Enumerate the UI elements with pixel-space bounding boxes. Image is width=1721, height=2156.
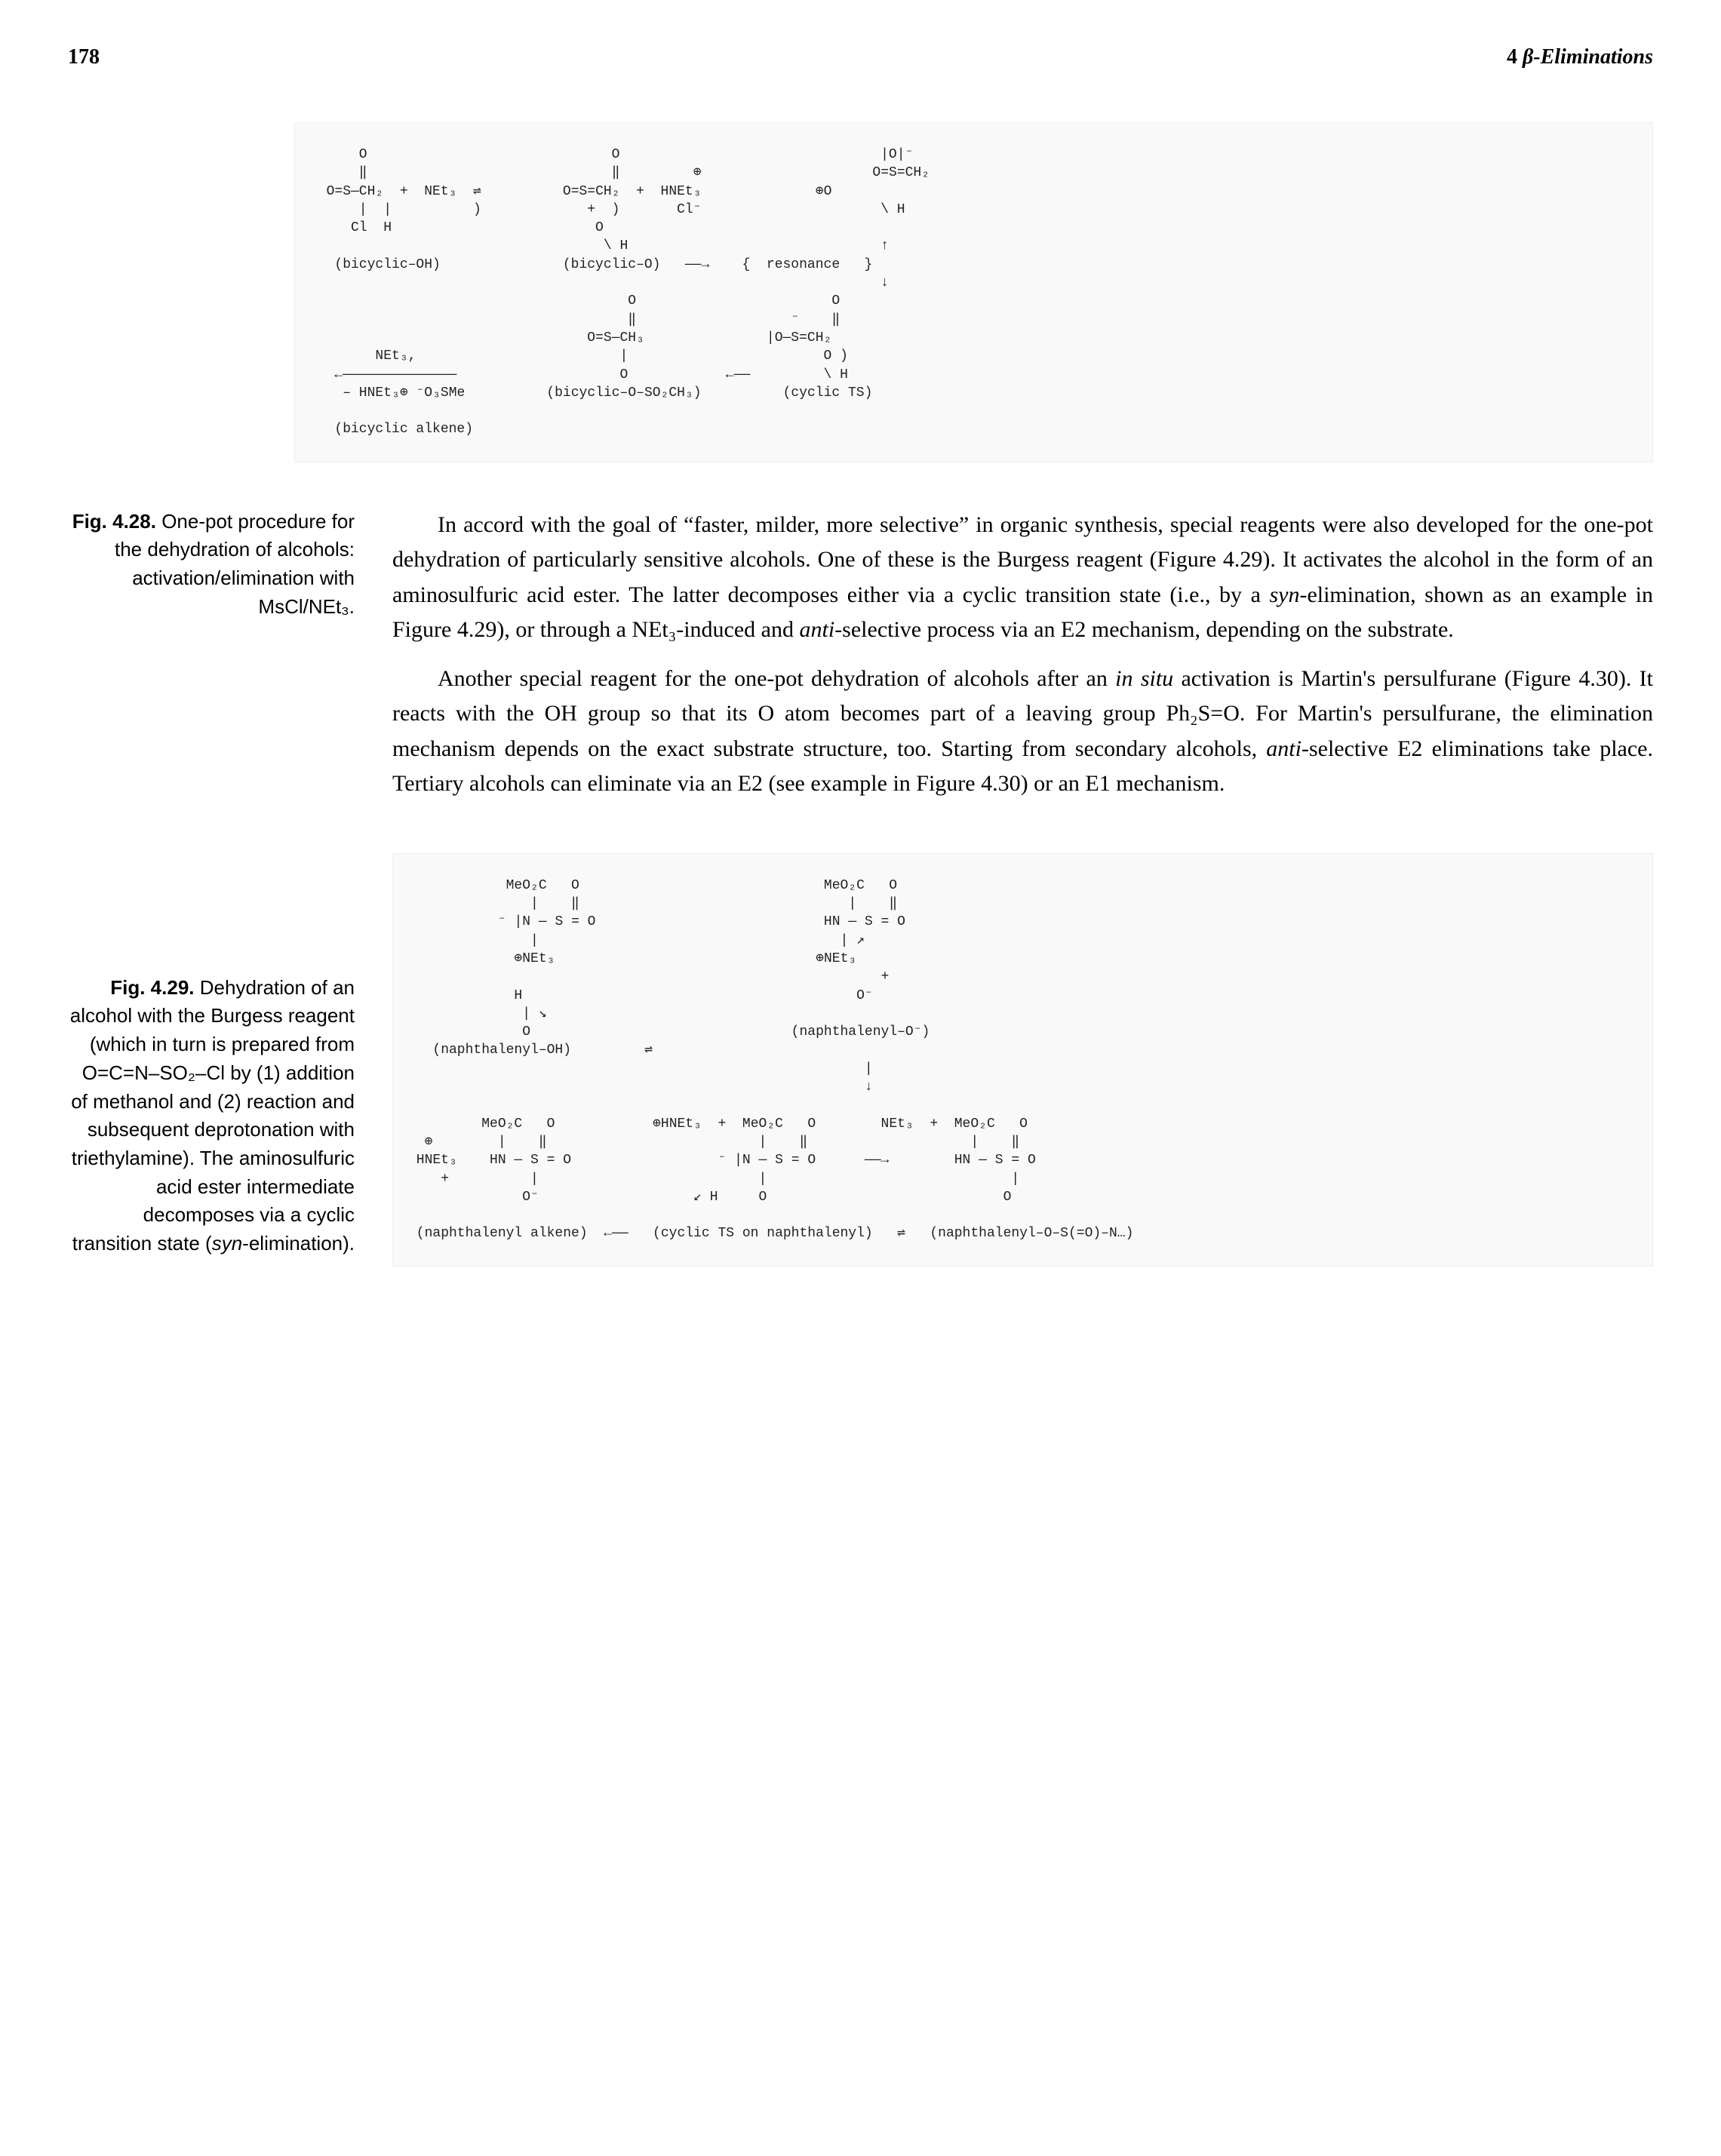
figure-4-29-caption: Fig. 4.29. Dehydration of an alcohol wit…	[68, 974, 355, 1267]
running-header: 178 4 β-Eliminations	[68, 45, 1653, 69]
mechanism-scheme-428: O O |O|⁻ ‖ ‖ ⊕ O=S=CH₂ O=S—CH₂ + NEt₃ ⇌ …	[294, 122, 1653, 462]
figure-label-429: Fig. 4.29.	[110, 976, 194, 999]
figure-label-428: Fig. 4.28.	[72, 510, 156, 533]
paragraph-1: In accord with the goal of “faster, mild…	[392, 508, 1653, 648]
text-with-caption-428: Fig. 4.28. One-pot procedure for the deh…	[68, 508, 1653, 815]
figure-4-29-scheme: MeO₂C O MeO₂C O | ‖ | ‖ ⁻ |N — S = O HN …	[392, 853, 1653, 1267]
chapter-title: 4 β-Eliminations	[1507, 45, 1653, 69]
text-with-caption-429: Fig. 4.29. Dehydration of an alcohol wit…	[68, 853, 1653, 1267]
figure-4-28-caption: Fig. 4.28. One-pot procedure for the deh…	[68, 508, 355, 815]
page-number: 178	[68, 45, 100, 69]
figure-caption-text-429a: Dehydration of an alcohol with the Burge…	[70, 976, 355, 1255]
figure-4-28-scheme: O O |O|⁻ ‖ ‖ ⊕ O=S=CH₂ O=S—CH₂ + NEt₃ ⇌ …	[294, 122, 1653, 462]
body-paragraphs: In accord with the goal of “faster, mild…	[392, 508, 1653, 815]
mechanism-scheme-429: MeO₂C O MeO₂C O | ‖ | ‖ ⁻ |N — S = O HN …	[392, 853, 1653, 1267]
paragraph-2: Another special reagent for the one-pot …	[392, 662, 1653, 802]
